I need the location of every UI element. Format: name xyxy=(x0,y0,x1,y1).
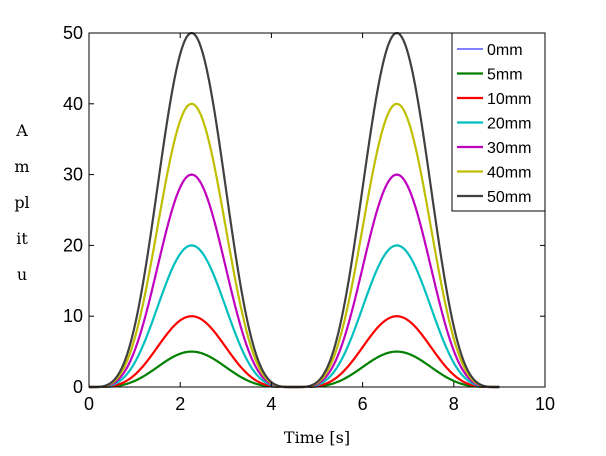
y-tick-label: 10 xyxy=(63,306,83,326)
y-tick-label: 40 xyxy=(63,94,83,114)
series-line-40mm xyxy=(89,102,500,389)
legend-label-5mm: 5mm xyxy=(487,67,523,84)
y-axis-title-part: m xyxy=(14,157,29,176)
x-axis-title: Time [s] xyxy=(284,428,350,447)
ticks-layer: 0 2 4 6 8 10 0 10 20 30 40 50 xyxy=(63,23,555,414)
x-tick-label: 4 xyxy=(266,394,276,414)
x-tick-label: 8 xyxy=(449,394,459,414)
x-tick-label: 2 xyxy=(175,394,185,414)
series-layer xyxy=(89,31,500,389)
y-axis-title-part: it xyxy=(16,229,28,248)
legend-label-50mm: 50mm xyxy=(487,189,531,206)
legend-label-10mm: 10mm xyxy=(487,91,531,108)
y-tick-label: 0 xyxy=(73,377,83,397)
legend-label-30mm: 30mm xyxy=(487,140,531,157)
y-axis-title-part: pl xyxy=(14,193,29,212)
y-axis-title-part: u xyxy=(17,265,27,284)
legend-label-0mm: 0mm xyxy=(487,42,523,59)
y-tick-label: 30 xyxy=(63,165,83,185)
y-axis-title-part: A xyxy=(15,121,28,140)
y-tick-label: 20 xyxy=(63,235,83,255)
x-tick-label: 0 xyxy=(84,394,94,414)
y-axis-title: Am pl it u xyxy=(14,121,29,284)
x-tick-label: 10 xyxy=(535,394,555,414)
y-tick-label: 50 xyxy=(63,23,83,43)
legend-label-40mm: 40mm xyxy=(487,165,531,182)
x-tick-label: 6 xyxy=(358,394,368,414)
legend: 0mm 5mm 10mm 20mm 30mm 40mm 50mm xyxy=(451,32,546,212)
legend-label-20mm: 20mm xyxy=(487,116,531,133)
series-line-50mm xyxy=(89,31,500,389)
